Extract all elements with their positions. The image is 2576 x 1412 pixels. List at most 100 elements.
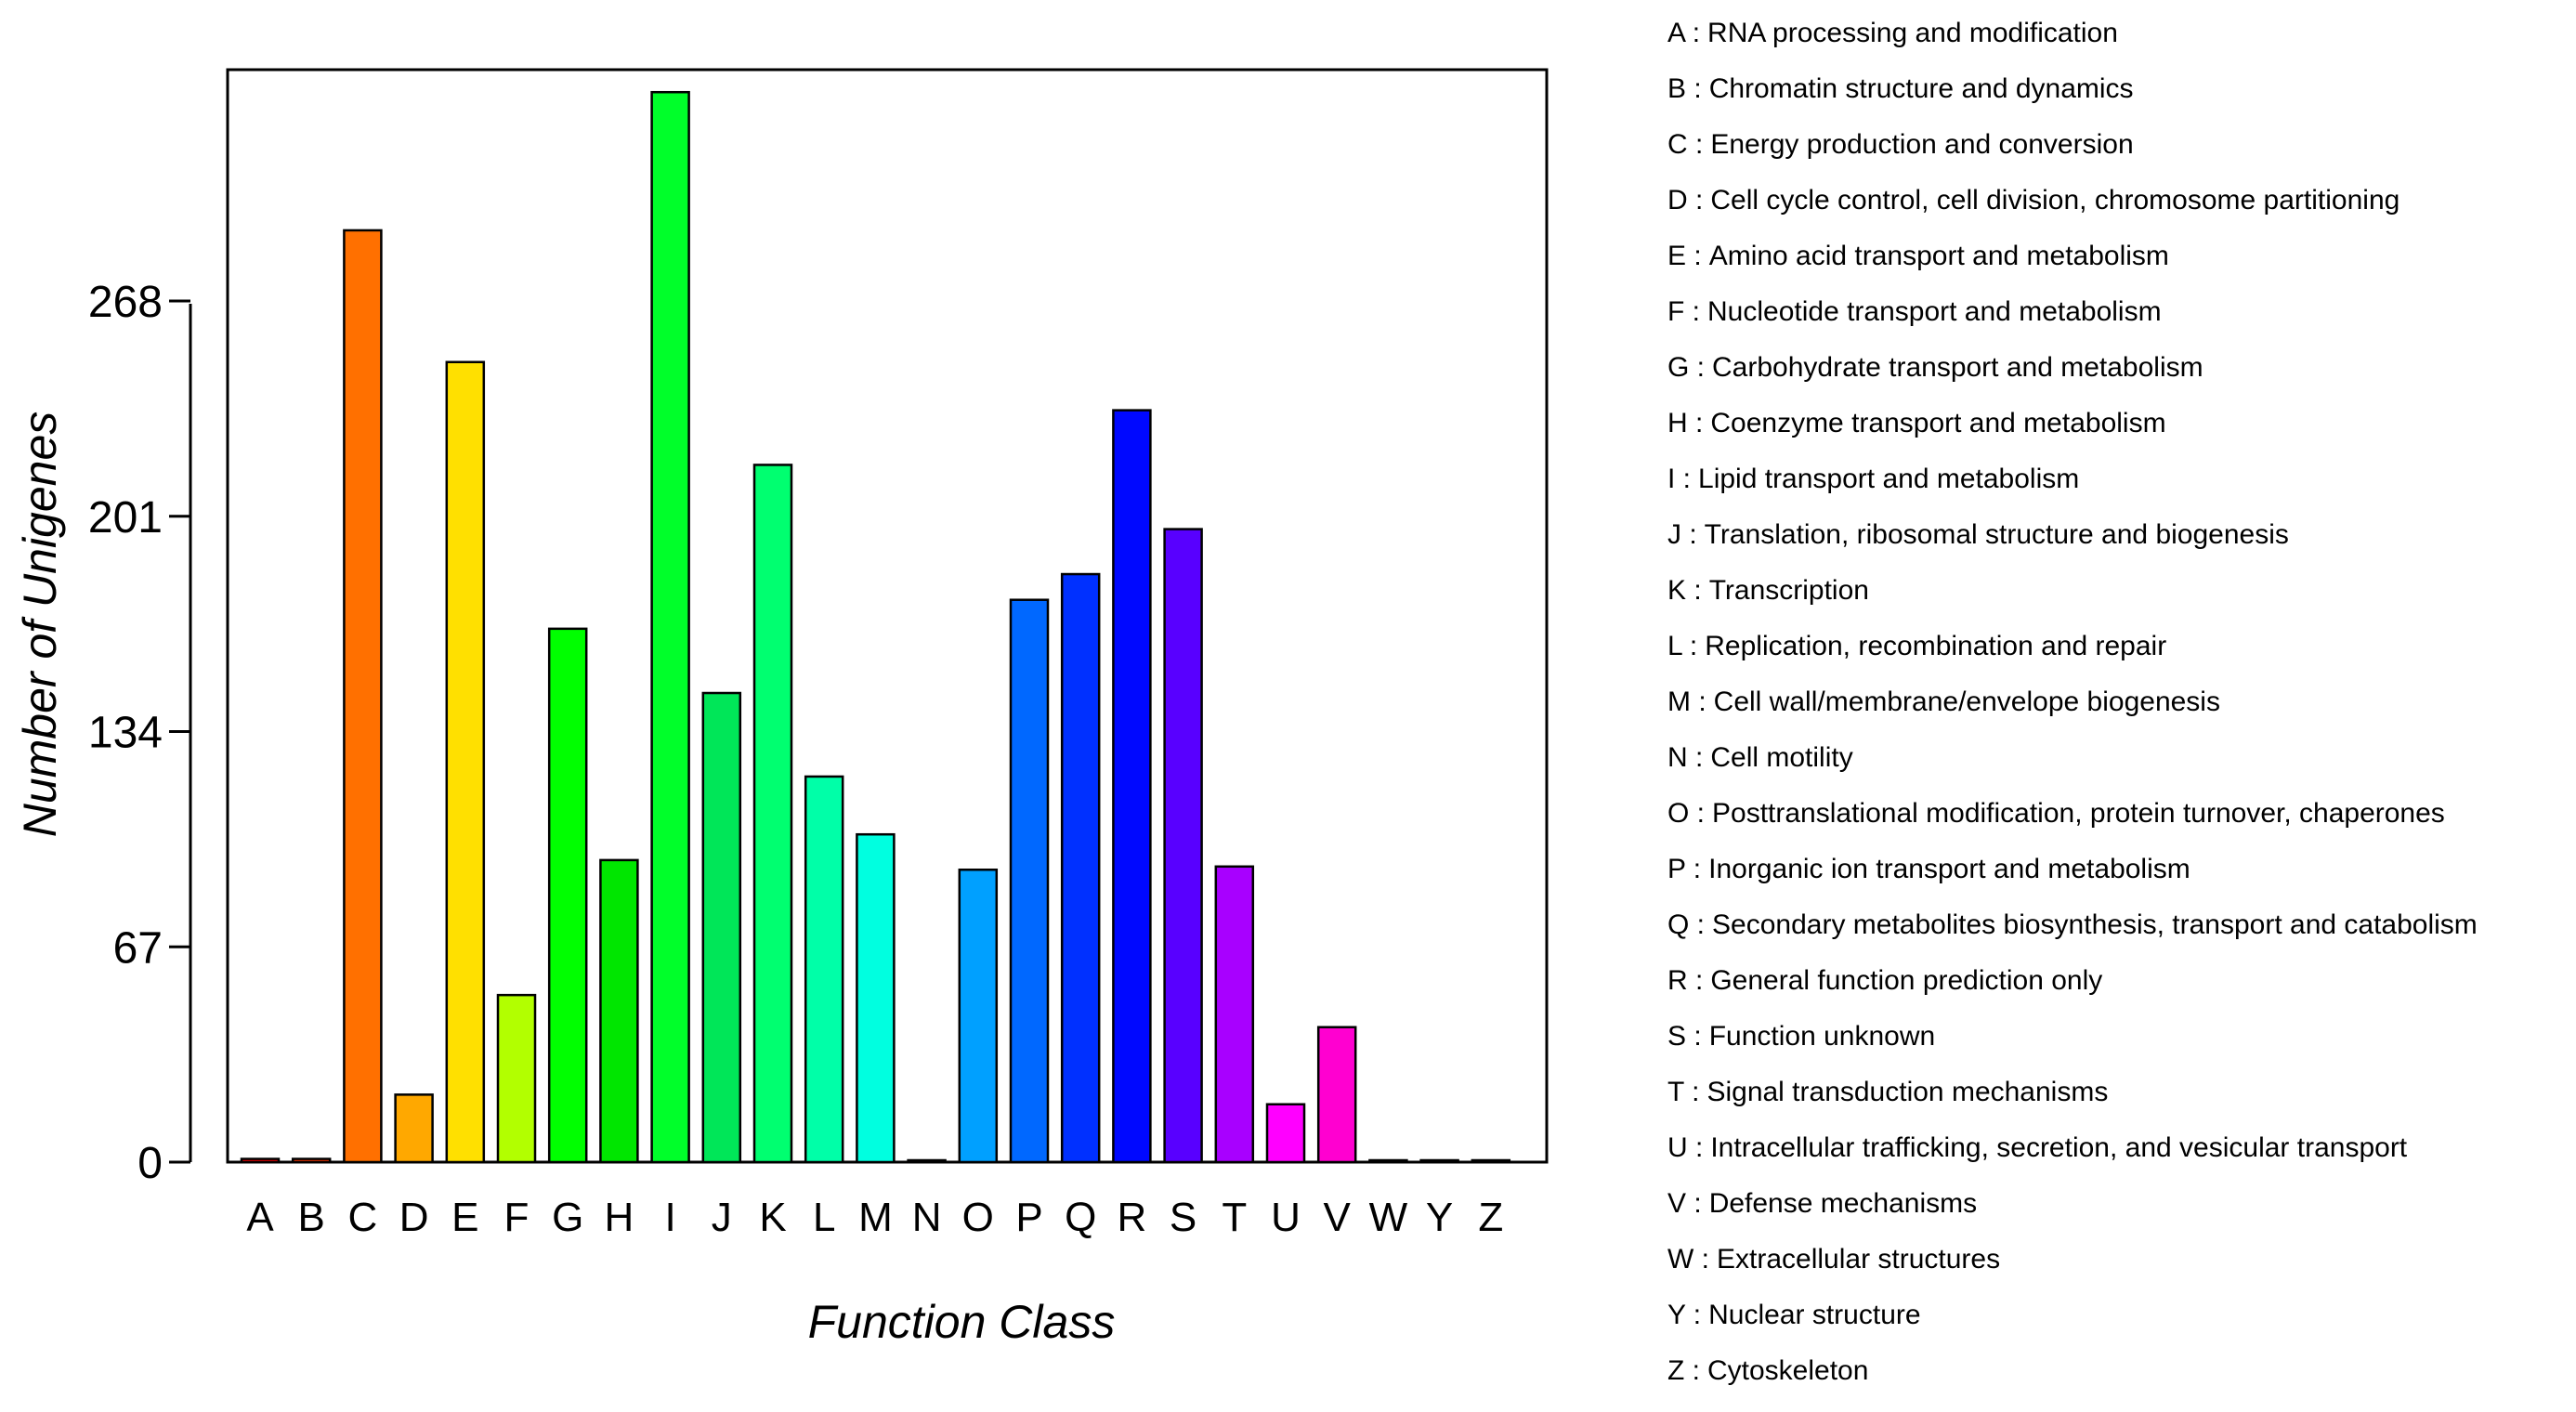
- legend-item: H : Coenzyme transport and metabolism: [1667, 403, 2573, 459]
- legend-text: General function prediction only: [1710, 965, 2103, 996]
- bar-v: [1316, 1026, 1357, 1164]
- x-category-label: R: [1118, 1195, 1147, 1240]
- y-axis-title: Number of Unigenes: [14, 412, 66, 838]
- x-axis-title: Function Class: [808, 1296, 1116, 1348]
- bar-p: [1009, 598, 1050, 1164]
- legend-key: H :: [1667, 408, 1704, 438]
- legend-item: B : Chromatin structure and dynamics: [1667, 69, 2573, 124]
- x-category-label: P: [1015, 1195, 1042, 1240]
- legend-item: G : Carbohydrate transport and metabolism: [1667, 347, 2573, 403]
- bar-h: [599, 858, 639, 1164]
- legend-key: N :: [1667, 742, 1704, 773]
- legend-text: Amino acid transport and metabolism: [1708, 241, 2169, 271]
- legend-text: Transcription: [1708, 575, 1869, 606]
- legend-text: Function unknown: [1708, 1021, 1936, 1052]
- legend-text: Cell cycle control, cell division, chrom…: [1710, 185, 2400, 216]
- bar-l: [804, 775, 844, 1164]
- x-category-label: E: [451, 1195, 478, 1240]
- bar-o: [958, 868, 999, 1164]
- x-category-label: Q: [1065, 1195, 1096, 1240]
- legend-key: R :: [1667, 965, 1704, 996]
- legend-key: C :: [1667, 129, 1704, 160]
- legend-key: F :: [1667, 296, 1700, 327]
- legend-item: E : Amino acid transport and metabolism: [1667, 236, 2573, 292]
- legend-text: Inorganic ion transport and metabolism: [1708, 854, 2190, 884]
- legend-key: D :: [1667, 185, 1704, 216]
- bar-b: [291, 1157, 332, 1164]
- legend-key: M :: [1667, 686, 1706, 717]
- bar-k: [752, 464, 793, 1164]
- legend-key: E :: [1667, 241, 1702, 271]
- bar-u: [1265, 1103, 1306, 1164]
- legend-item: S : Function unknown: [1667, 1016, 2573, 1072]
- x-category-label: V: [1324, 1195, 1352, 1240]
- bar-d: [394, 1093, 434, 1164]
- bar-w: [1368, 1158, 1408, 1164]
- bar-i: [650, 90, 690, 1164]
- legend-item: W : Extracellular structures: [1667, 1239, 2573, 1295]
- legend-key: Q :: [1667, 909, 1706, 940]
- legend-text: Nuclear structure: [1708, 1300, 1921, 1330]
- legend-item: F : Nucleotide transport and metabolism: [1667, 292, 2573, 347]
- legend-item: N : Cell motility: [1667, 738, 2573, 793]
- x-category-label: W: [1369, 1195, 1408, 1240]
- y-tick-label: 0: [137, 1139, 163, 1188]
- bar-r: [1112, 409, 1152, 1164]
- legend-key: B :: [1667, 73, 1702, 104]
- legend-item: Z : Cytoskeleton: [1667, 1351, 2573, 1406]
- bar-g: [547, 627, 588, 1164]
- x-category-label: J: [712, 1195, 732, 1240]
- legend-text: Defense mechanisms: [1708, 1188, 1978, 1219]
- legend-text: RNA processing and modification: [1707, 18, 2118, 48]
- legend-item: U : Intracellular trafficking, secretion,…: [1667, 1128, 2573, 1183]
- legend-key: Y :: [1667, 1300, 1702, 1330]
- x-category-label: S: [1170, 1195, 1196, 1240]
- bar-z: [1471, 1158, 1511, 1164]
- legend-text: Nucleotide transport and metabolism: [1707, 296, 2162, 327]
- bar-s: [1163, 528, 1203, 1164]
- legend-item: D : Cell cycle control, cell division, ch…: [1667, 180, 2573, 236]
- y-tick-label: 134: [88, 709, 163, 758]
- y-tick-label: 201: [88, 493, 163, 543]
- legend-text: Secondary metabolites biosynthesis, tran…: [1712, 909, 2478, 940]
- bar-t: [1214, 865, 1255, 1164]
- legend-key: J :: [1667, 519, 1697, 550]
- legend-item: K : Transcription: [1667, 570, 2573, 626]
- legend-text: Carbohydrate transport and metabolism: [1712, 352, 2203, 383]
- legend-key: P :: [1667, 854, 1702, 884]
- x-category-label: Y: [1426, 1195, 1453, 1240]
- bar-j: [701, 691, 742, 1164]
- legend-text: Energy production and conversion: [1710, 129, 2134, 160]
- x-category-label: U: [1271, 1195, 1301, 1240]
- bar-f: [496, 993, 537, 1164]
- legend-text: Chromatin structure and dynamics: [1708, 73, 2134, 104]
- legend-key: U :: [1667, 1132, 1704, 1163]
- legend-key: A :: [1667, 18, 1701, 48]
- bar-y: [1419, 1158, 1459, 1164]
- legend-item: V : Defense mechanisms: [1667, 1183, 2573, 1239]
- legend: A : RNA processing and modification B : Chr…: [1667, 13, 2573, 1406]
- bar-q: [1060, 572, 1101, 1164]
- y-tick-label: 67: [113, 923, 163, 973]
- x-category-label: O: [962, 1195, 994, 1240]
- legend-item: O : Posttranslational modification, prote…: [1667, 793, 2573, 849]
- legend-text: Extracellular structures: [1717, 1244, 2001, 1275]
- x-category-label: Z: [1478, 1195, 1503, 1240]
- legend-item: A : RNA processing and modification: [1667, 13, 2573, 69]
- x-category-label: M: [858, 1195, 893, 1240]
- legend-text: Cytoskeleton: [1707, 1355, 1869, 1386]
- legend-item: C : Energy production and conversion: [1667, 124, 2573, 180]
- legend-text: Translation, ribosomal structure and bio…: [1704, 519, 2289, 550]
- x-category-label: C: [348, 1195, 378, 1240]
- legend-item: R : General function prediction only: [1667, 961, 2573, 1016]
- legend-item: M : Cell wall/membrane/envelope biogenesi…: [1667, 682, 2573, 738]
- legend-item: I : Lipid transport and metabolism: [1667, 459, 2573, 515]
- x-category-label: T: [1222, 1195, 1247, 1240]
- legend-key: O :: [1667, 798, 1706, 829]
- y-tick-label: 268: [88, 278, 163, 327]
- legend-key: G :: [1667, 352, 1706, 383]
- bar-m: [856, 832, 896, 1164]
- legend-key: I :: [1667, 464, 1692, 494]
